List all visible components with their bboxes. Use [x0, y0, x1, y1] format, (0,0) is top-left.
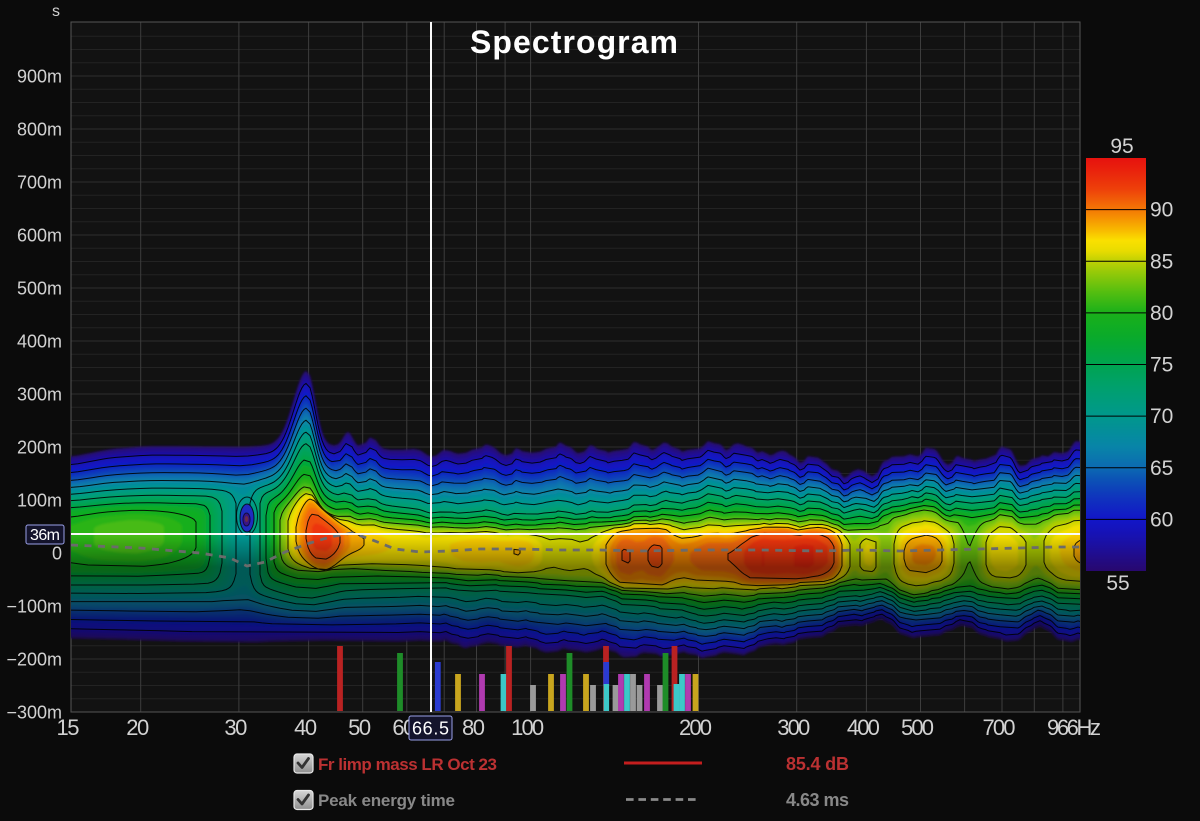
- svg-text:200: 200: [679, 715, 712, 740]
- svg-text:s: s: [52, 3, 60, 20]
- svg-text:60: 60: [1150, 508, 1173, 531]
- svg-text:600m: 600m: [17, 225, 62, 245]
- svg-text:500: 500: [901, 715, 934, 740]
- svg-text:15: 15: [57, 715, 80, 740]
- svg-text:Spectrogram: Spectrogram: [470, 24, 678, 60]
- svg-text:700m: 700m: [17, 172, 62, 192]
- svg-text:200m: 200m: [17, 437, 62, 457]
- svg-text:Fr limp mass LR Oct 23: Fr limp mass LR Oct 23: [318, 755, 497, 774]
- svg-text:40: 40: [294, 715, 317, 740]
- svg-text:85: 85: [1150, 250, 1173, 273]
- svg-text:0: 0: [52, 543, 62, 563]
- svg-text:20: 20: [126, 715, 149, 740]
- svg-text:85.4 dB: 85.4 dB: [786, 754, 849, 774]
- svg-text:−200m: −200m: [6, 649, 62, 669]
- svg-text:80: 80: [1150, 302, 1173, 325]
- svg-text:966Hz: 966Hz: [1047, 715, 1101, 740]
- svg-text:400: 400: [847, 715, 880, 740]
- svg-text:4.63 ms: 4.63 ms: [786, 790, 849, 810]
- svg-text:900m: 900m: [17, 66, 62, 86]
- svg-text:95: 95: [1110, 135, 1133, 158]
- svg-text:65: 65: [1150, 457, 1173, 480]
- svg-text:−300m: −300m: [6, 702, 62, 722]
- svg-text:100: 100: [511, 715, 544, 740]
- svg-text:66.5: 66.5: [412, 719, 449, 739]
- svg-text:300: 300: [777, 715, 810, 740]
- svg-text:300m: 300m: [17, 384, 62, 404]
- svg-text:700: 700: [982, 715, 1015, 740]
- svg-text:800m: 800m: [17, 119, 62, 139]
- svg-text:80: 80: [462, 715, 485, 740]
- svg-text:100m: 100m: [17, 490, 62, 510]
- svg-text:−100m: −100m: [6, 596, 62, 616]
- svg-text:90: 90: [1150, 199, 1173, 222]
- svg-text:75: 75: [1150, 354, 1173, 377]
- svg-text:50: 50: [348, 715, 371, 740]
- svg-text:30: 30: [224, 715, 247, 740]
- svg-text:Peak energy time: Peak energy time: [318, 791, 455, 810]
- svg-text:500m: 500m: [17, 278, 62, 298]
- svg-text:70: 70: [1150, 405, 1173, 428]
- svg-text:55: 55: [1106, 572, 1129, 595]
- svg-text:400m: 400m: [17, 331, 62, 351]
- svg-text:36m: 36m: [30, 527, 60, 544]
